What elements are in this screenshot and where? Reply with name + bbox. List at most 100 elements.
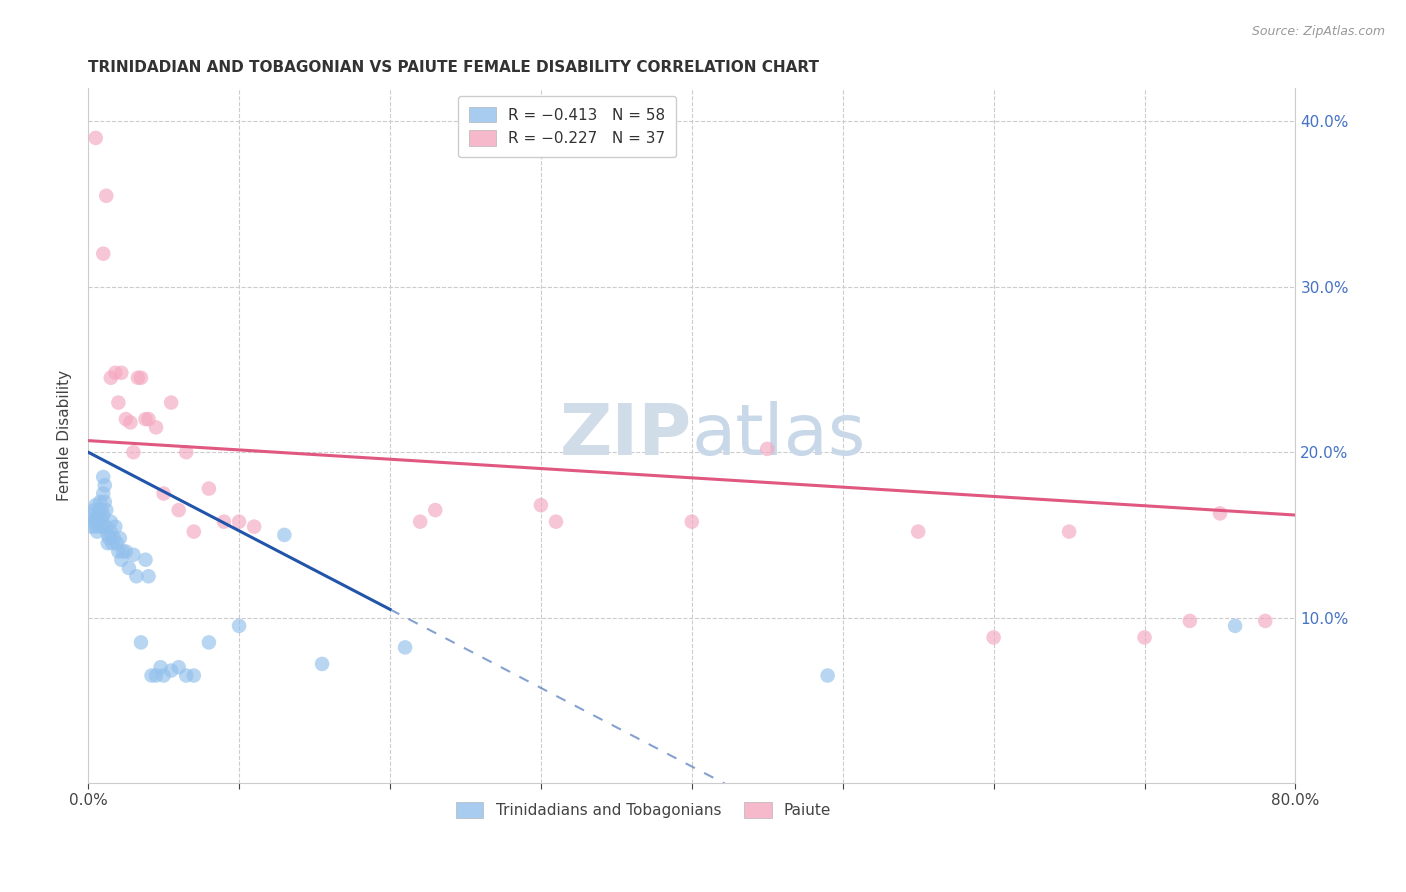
Legend: Trinidadians and Tobagonians, Paiute: Trinidadians and Tobagonians, Paiute bbox=[450, 796, 837, 824]
Point bbox=[83, 503, 105, 517]
Point bbox=[122, 548, 145, 562]
Point bbox=[104, 366, 127, 380]
Point bbox=[96, 503, 118, 517]
Text: Source: ZipAtlas.com: Source: ZipAtlas.com bbox=[1251, 25, 1385, 38]
Point bbox=[425, 503, 447, 517]
Point bbox=[183, 668, 205, 682]
Point bbox=[983, 631, 1005, 645]
Point bbox=[681, 515, 703, 529]
Point bbox=[84, 519, 107, 533]
Point bbox=[107, 544, 129, 558]
Point bbox=[544, 515, 567, 529]
Text: ZIP: ZIP bbox=[560, 401, 692, 470]
Point bbox=[198, 635, 221, 649]
Point bbox=[167, 503, 190, 517]
Point bbox=[311, 657, 333, 671]
Point bbox=[82, 508, 104, 522]
Point bbox=[89, 519, 111, 533]
Point bbox=[103, 531, 125, 545]
Point bbox=[105, 536, 128, 550]
Point bbox=[756, 442, 779, 456]
Point bbox=[243, 519, 266, 533]
Point bbox=[98, 531, 121, 545]
Point bbox=[817, 668, 839, 682]
Point bbox=[1178, 614, 1201, 628]
Point bbox=[409, 515, 432, 529]
Point bbox=[96, 519, 118, 533]
Point bbox=[86, 511, 108, 525]
Point bbox=[125, 569, 148, 583]
Point bbox=[129, 635, 152, 649]
Point bbox=[83, 515, 105, 529]
Point bbox=[97, 536, 120, 550]
Point bbox=[1133, 631, 1156, 645]
Point bbox=[100, 370, 122, 384]
Point bbox=[138, 412, 160, 426]
Point bbox=[907, 524, 929, 539]
Point bbox=[134, 552, 156, 566]
Point bbox=[87, 515, 110, 529]
Point bbox=[273, 528, 295, 542]
Point bbox=[530, 498, 553, 512]
Point bbox=[94, 478, 117, 492]
Point bbox=[91, 508, 114, 522]
Point bbox=[174, 668, 197, 682]
Point bbox=[84, 131, 107, 145]
Point bbox=[149, 660, 172, 674]
Point bbox=[90, 503, 112, 517]
Point bbox=[1057, 524, 1080, 539]
Point bbox=[212, 515, 235, 529]
Point bbox=[101, 536, 124, 550]
Y-axis label: Female Disability: Female Disability bbox=[58, 370, 72, 501]
Point bbox=[96, 188, 118, 202]
Point bbox=[198, 482, 221, 496]
Point bbox=[141, 668, 163, 682]
Point bbox=[84, 511, 107, 525]
Point bbox=[134, 412, 156, 426]
Point bbox=[115, 544, 138, 558]
Point bbox=[127, 370, 149, 384]
Point bbox=[110, 366, 132, 380]
Point bbox=[160, 395, 183, 409]
Point bbox=[111, 544, 134, 558]
Point bbox=[152, 486, 174, 500]
Point bbox=[1209, 507, 1232, 521]
Point bbox=[104, 519, 127, 533]
Point bbox=[118, 561, 141, 575]
Point bbox=[228, 515, 250, 529]
Point bbox=[80, 519, 103, 533]
Point bbox=[183, 524, 205, 539]
Point bbox=[87, 503, 110, 517]
Point bbox=[394, 640, 416, 655]
Point bbox=[110, 552, 132, 566]
Point bbox=[122, 445, 145, 459]
Point bbox=[84, 498, 107, 512]
Point bbox=[91, 486, 114, 500]
Point bbox=[174, 445, 197, 459]
Point bbox=[108, 531, 131, 545]
Point bbox=[90, 511, 112, 525]
Point bbox=[120, 416, 142, 430]
Point bbox=[107, 395, 129, 409]
Point bbox=[91, 246, 114, 260]
Point bbox=[145, 668, 167, 682]
Point bbox=[91, 470, 114, 484]
Point bbox=[97, 528, 120, 542]
Point bbox=[100, 515, 122, 529]
Text: TRINIDADIAN AND TOBAGONIAN VS PAIUTE FEMALE DISABILITY CORRELATION CHART: TRINIDADIAN AND TOBAGONIAN VS PAIUTE FEM… bbox=[89, 60, 820, 75]
Point bbox=[138, 569, 160, 583]
Point bbox=[152, 668, 174, 682]
Point bbox=[145, 420, 167, 434]
Text: atlas: atlas bbox=[692, 401, 866, 470]
Point bbox=[91, 519, 114, 533]
Point bbox=[167, 660, 190, 674]
Point bbox=[100, 524, 122, 539]
Point bbox=[1223, 619, 1246, 633]
Point bbox=[1254, 614, 1277, 628]
Point bbox=[89, 495, 111, 509]
Point bbox=[129, 370, 152, 384]
Point bbox=[115, 412, 138, 426]
Point bbox=[228, 619, 250, 633]
Point bbox=[94, 495, 117, 509]
Point bbox=[86, 524, 108, 539]
